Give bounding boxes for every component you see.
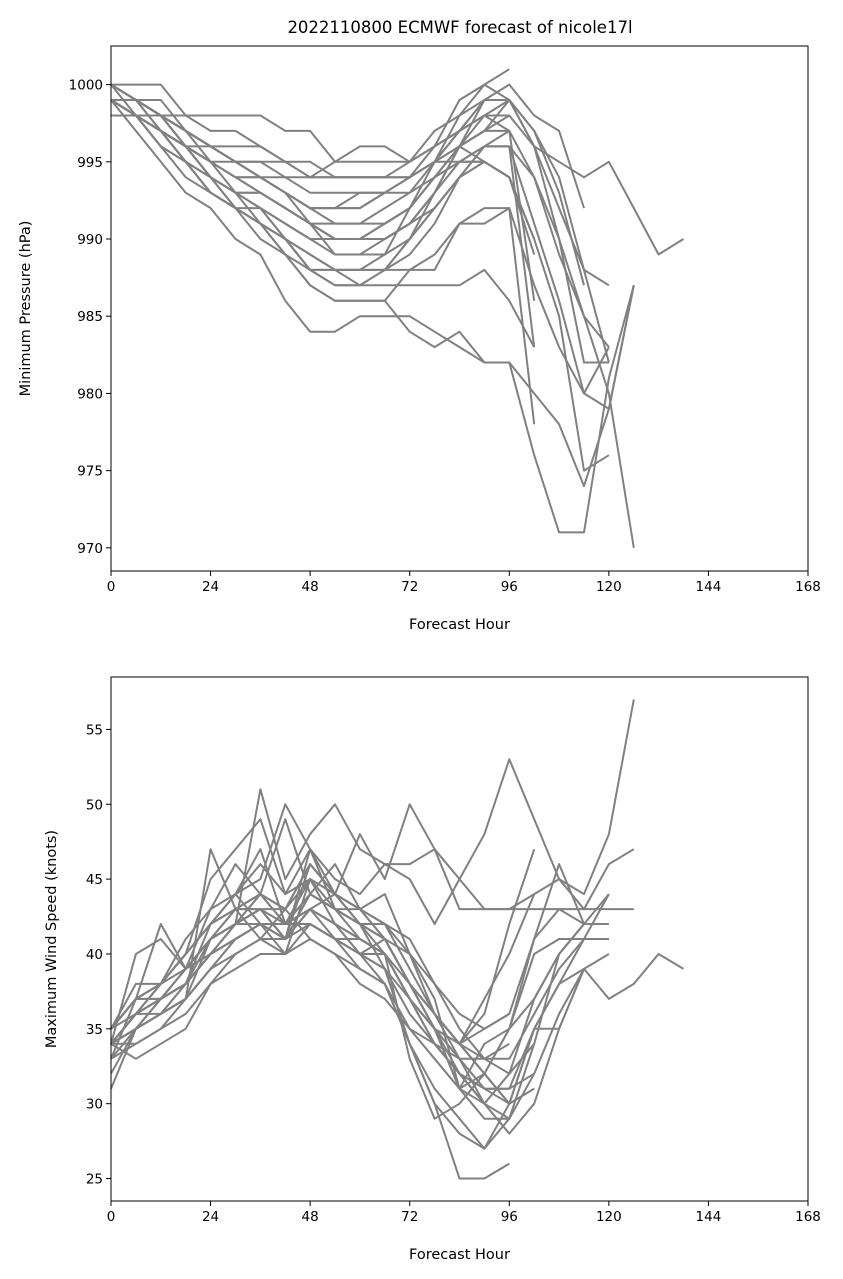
pressure-x-tick-label-3: 72 [401,579,418,595]
wind-y-tick-label-3: 40 [86,947,103,963]
pressure-x-tick-label-0: 0 [107,579,116,595]
wind-member-line-25 [110,893,510,1120]
wind-x-tick-label-0: 0 [107,1209,116,1225]
pressure-member-line-22 [110,83,510,210]
wind-member-line-23 [110,908,535,1105]
wind-series-group [110,699,685,1180]
pressure-member-line-0 [111,83,585,286]
wind-x-tick-label-1: 24 [202,1209,219,1225]
pressure-y-tick-label-4: 990 [77,232,103,248]
wind-y-tick-label-0: 25 [86,1172,103,1188]
wind-y-tick-label-4: 45 [86,872,103,888]
pressure-member-line-16 [110,99,635,488]
wind-plot-frame [110,676,809,1202]
pressure-x-tick-label-7: 168 [795,579,821,595]
wind-y-tick-label-5: 50 [86,797,103,813]
wind-y-axis: 25 30 35 40 45 50 55 [86,722,111,1188]
pressure-y-tick-label-1: 975 [77,464,103,480]
pressure-y-tick-label-0: 970 [77,541,103,557]
pressure-y-tick-label-6: 1000 [69,78,103,94]
wind-y-axis-label: Maximum Wind Speed (knots) [44,830,60,1048]
pressure-member-line-24 [110,83,536,348]
pressure-x-tick-label-4: 96 [501,579,518,595]
pressure-member-line-3 [111,114,685,256]
wind-x-tick-label-7: 168 [795,1209,821,1225]
wind-x-tick-label-5: 120 [596,1209,622,1225]
wind-member-line-2 [110,758,635,1045]
pressure-member-line-25 [110,99,510,225]
pressure-x-tick-label-1: 24 [202,579,219,595]
wind-x-axis-label: Forecast Hour [409,1247,510,1263]
pressure-plot-frame [110,45,809,572]
wind-x-tick-label-3: 72 [401,1209,418,1225]
pressure-x-tick-label-6: 144 [696,579,722,595]
wind-member-line-24 [110,878,510,1045]
pressure-x-axis: 0 24 48 72 96 120 144 168 [107,571,821,595]
pressure-x-axis-label: Forecast Hour [409,617,510,633]
wind-member-line-15 [110,923,585,1105]
pressure-series-group [110,68,685,548]
wind-x-tick-label-6: 144 [696,1209,722,1225]
chart-title: 2022110800 ECMWF forecast of nicole17l [287,18,632,37]
pressure-x-tick-label-5: 120 [596,579,622,595]
pressure-y-tick-label-2: 980 [77,386,103,402]
wind-member-line-6 [110,848,610,1135]
pressure-y-tick-label-5: 995 [77,155,103,171]
wind-x-axis: 0 24 48 72 96 120 144 168 [107,1201,821,1225]
wind-x-tick-label-4: 96 [501,1209,518,1225]
pressure-y-tick-label-3: 985 [77,309,103,325]
wind-y-tick-label-2: 35 [86,1022,103,1038]
pressure-y-axis: 970 975 980 985 990 995 1000 [69,78,111,557]
pressure-panel: 2022110800 ECMWF forecast of nicole17l 0… [18,18,821,633]
pressure-x-tick-label-2: 48 [302,579,319,595]
wind-y-tick-label-1: 30 [86,1097,103,1113]
wind-panel: 0 24 48 72 96 120 144 168 25 30 35 40 45 50 55 Foreca… [44,676,821,1263]
wind-y-tick-label-6: 55 [86,722,103,738]
pressure-y-axis-label: Minimum Pressure (hPa) [18,221,34,397]
wind-member-line-22 [110,863,535,1075]
wind-x-tick-label-2: 48 [302,1209,319,1225]
